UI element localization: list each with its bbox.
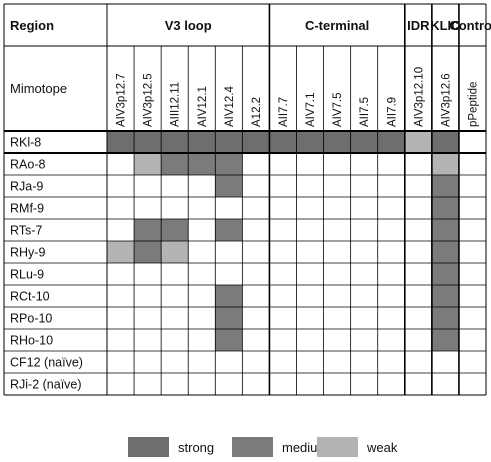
legend-label-strong: strong (178, 440, 214, 455)
mimotope-name: AIII12.11 (170, 82, 182, 127)
cell-weak (161, 241, 189, 263)
cell-strong (377, 131, 405, 153)
group-header: KLIC (430, 18, 461, 33)
cell-medium (215, 285, 243, 307)
cell-strong (350, 131, 378, 153)
row-label: CF12 (naïve) (10, 356, 83, 370)
row-label: RCt-10 (10, 290, 50, 304)
cell-medium (161, 153, 189, 175)
cell-strong (188, 131, 216, 153)
row-label: RAo-8 (10, 158, 45, 172)
cell-strong (107, 131, 135, 153)
group-header: V3 loop (165, 18, 212, 33)
mimotope-name: AIV7.5 (332, 92, 344, 127)
cell-medium (431, 307, 459, 329)
cell-strong (161, 131, 189, 153)
cell-medium (215, 307, 243, 329)
mimotope-name: AII7.7 (278, 97, 290, 127)
row-label: RTs-7 (10, 224, 42, 238)
grid-lines (3, 3, 487, 396)
cell-weak (404, 131, 432, 153)
cell-medium (431, 175, 459, 197)
cell-medium (431, 285, 459, 307)
cell-medium (431, 329, 459, 351)
mimotope-name: AIV3p12.5 (143, 73, 155, 127)
row-label: RPo-10 (10, 312, 52, 326)
row-label: RJi-2 (naïve) (10, 378, 82, 392)
row-label: RMf-9 (10, 202, 44, 216)
cell-weak (134, 153, 162, 175)
cell-strong (296, 131, 324, 153)
cell-medium (215, 219, 243, 241)
legend-swatch-strong (128, 437, 169, 457)
group-header: IDR (407, 18, 430, 33)
mimotope-label: Mimotope (10, 81, 67, 96)
group-header: C-terminal (305, 18, 369, 33)
cell-medium (215, 153, 243, 175)
row-label: RHo-10 (10, 334, 53, 348)
group-header: Control (449, 18, 491, 33)
mimotope-name: AII7.9 (386, 97, 398, 127)
mimotope-name: AIV12.4 (224, 85, 236, 127)
cell-strong (134, 131, 162, 153)
cell-strong (242, 131, 270, 153)
legend-swatch-weak (317, 437, 358, 457)
cell-medium (431, 241, 459, 263)
cell-strong (323, 131, 351, 153)
cell-medium (161, 219, 189, 241)
mimotope-name: A12.2 (251, 97, 263, 127)
mimotope-name: AIV3p12.7 (116, 73, 128, 127)
row-label: RHy-9 (10, 246, 45, 260)
legend-swatch-medium (232, 437, 273, 457)
mimotope-name: pPeptide (467, 82, 479, 127)
legend-label-weak: weak (366, 440, 398, 455)
mimotope-name: AIV3p12.10 (413, 67, 425, 127)
cell-medium (215, 175, 243, 197)
mimotope-name: AIV3p12.6 (440, 73, 452, 127)
row-label: RLu-9 (10, 268, 44, 282)
cell-strong (269, 131, 297, 153)
mimotope-name: AIV7.1 (305, 92, 317, 127)
legend: strong medium weak (128, 437, 398, 457)
cell-medium (188, 153, 216, 175)
cell-medium (431, 197, 459, 219)
legend-label-medium: medium (282, 440, 328, 455)
region-header: Region (10, 18, 54, 33)
cell-medium (215, 329, 243, 351)
mimotope-name: AII7.5 (359, 97, 371, 127)
cell-fills (107, 131, 459, 351)
cell-medium (431, 219, 459, 241)
cell-strong (431, 131, 459, 153)
row-label: RJa-9 (10, 180, 43, 194)
cell-medium (431, 263, 459, 285)
cell-weak (107, 241, 135, 263)
cell-medium (134, 219, 162, 241)
mimotope-name: AIV12.1 (197, 86, 209, 127)
cell-weak (431, 153, 459, 175)
row-label: RKl-8 (10, 136, 41, 150)
cell-strong (215, 131, 243, 153)
cell-medium (134, 241, 162, 263)
